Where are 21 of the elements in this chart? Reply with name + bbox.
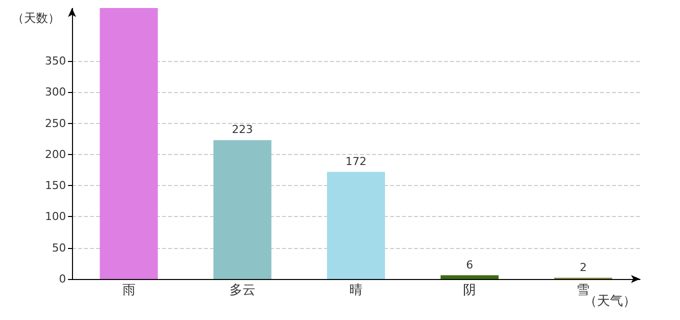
bar: [440, 275, 499, 279]
x-tick-label: 阴: [463, 283, 476, 298]
data-label: 2: [580, 260, 587, 274]
y-axis-title: （天数）: [12, 11, 60, 25]
data-label: 172: [346, 154, 366, 168]
y-tick-label: 350: [45, 54, 66, 68]
x-tick-label: 雨: [122, 283, 136, 298]
y-tick-label: 250: [45, 116, 66, 130]
x-tick-label: 晴: [350, 283, 362, 298]
y-tick-label: 150: [45, 179, 66, 192]
data-label: 223: [232, 123, 253, 136]
y-tick-label: 200: [45, 148, 66, 161]
y-tick-label: 300: [45, 86, 66, 99]
x-tick-label: 多云: [229, 283, 256, 298]
bar: [213, 140, 272, 279]
bar: [100, 8, 158, 279]
bar: [327, 172, 385, 279]
data-label: 6: [466, 258, 474, 272]
y-tick-label: 50: [52, 241, 66, 254]
y-tick-label: 0: [59, 272, 66, 286]
y-tick-label: 100: [45, 210, 66, 224]
